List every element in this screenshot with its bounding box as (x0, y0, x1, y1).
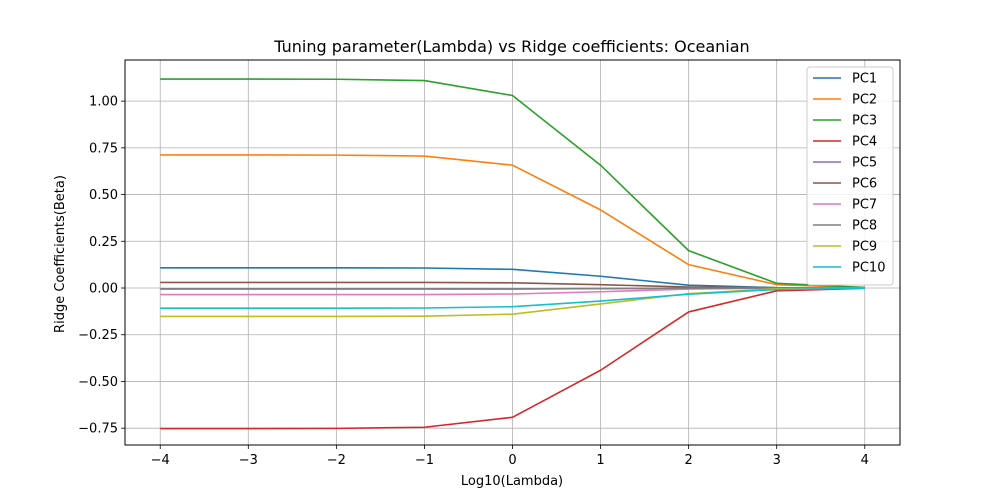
legend-label: PC5 (852, 156, 877, 171)
legend-label: PC3 (852, 114, 877, 129)
series-line-pc4 (160, 287, 865, 430)
y-tick-label: −0.25 (78, 328, 118, 343)
legend-label: PC10 (852, 261, 885, 276)
series-lines (160, 78, 865, 430)
x-tick-label: 3 (773, 453, 781, 468)
legend-label: PC4 (852, 135, 877, 150)
y-tick-label: 1.00 (89, 95, 118, 110)
x-tick-label: 1 (596, 453, 604, 468)
legend-label: PC6 (852, 177, 877, 192)
series-line-pc8 (160, 287, 865, 290)
legend-label: PC9 (852, 240, 877, 255)
legend-label: PC1 (852, 72, 877, 87)
y-tick-label: −0.75 (78, 422, 118, 437)
legend-label: PC8 (852, 219, 877, 234)
y-tick-label: 0.25 (89, 235, 118, 250)
x-tick-label: 0 (508, 453, 516, 468)
legend: PC1 PC2 PC3 PC4 PC5 PC6 PC7 PC8 PC9 PC10 (806, 66, 894, 286)
y-tick-label: 0.75 (89, 141, 118, 156)
legend-label: PC7 (852, 198, 877, 213)
y-tick-label: 0.50 (89, 188, 118, 203)
x-tick-label: −2 (327, 453, 346, 468)
x-axis-label: Log10(Lambda) (461, 474, 563, 489)
series-line-pc10 (160, 287, 865, 309)
x-tick-label: −4 (151, 453, 170, 468)
series-line-pc3 (160, 78, 865, 289)
y-tick-label: −0.50 (78, 375, 118, 390)
x-tick-label: 2 (684, 453, 692, 468)
legend-box (806, 66, 894, 286)
x-tick-label: −3 (239, 453, 258, 468)
chart-title: Tuning parameter(Lambda) vs Ridge coeffi… (273, 37, 749, 56)
y-tick-label: 0.00 (89, 282, 118, 297)
y-axis-label: Ridge Coefficients(Beta) (53, 175, 68, 333)
x-tick-label: 4 (861, 453, 869, 468)
series-line-pc2 (160, 154, 865, 289)
x-tick-label: −1 (415, 453, 434, 468)
legend-label: PC2 (852, 93, 877, 108)
axis-ticks: −4 −3 −2 −1 0 1 2 3 4 −0.75 −0.50 −0.25 0.00 0.25 0.50… (78, 95, 869, 468)
